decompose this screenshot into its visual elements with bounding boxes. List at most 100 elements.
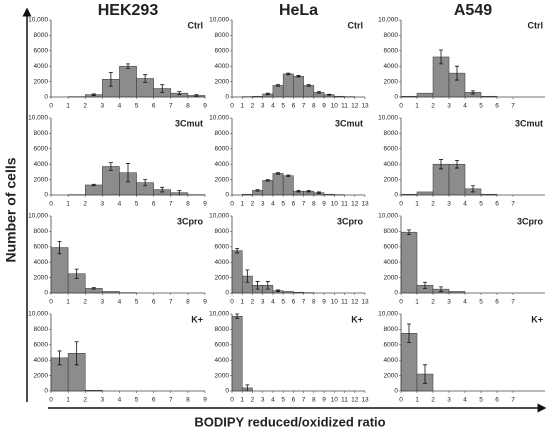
y-tick-label: 8000 xyxy=(215,326,230,333)
x-tick-label: 3 xyxy=(101,397,105,404)
x-tick-label: 5 xyxy=(281,201,285,208)
x-tick-label: 4 xyxy=(118,299,122,306)
x-label: BODIPY reduced/oxidized ratio xyxy=(194,414,385,429)
x-tick-label: 7 xyxy=(302,103,306,110)
y-tick-label: 4000 xyxy=(215,161,230,168)
y-tick-label: 0 xyxy=(225,290,229,297)
x-tick-label: 11 xyxy=(341,299,348,306)
bar xyxy=(272,85,284,98)
y-tick-label: 4000 xyxy=(34,63,49,70)
error-bar xyxy=(143,74,148,83)
x-tick-label: 0 xyxy=(230,201,234,208)
y-tick-label: 0 xyxy=(394,290,398,297)
error-bar xyxy=(316,91,321,94)
y-tick-label: 10,000 xyxy=(209,115,229,122)
x-tick-label: 7 xyxy=(302,299,306,306)
y-tick-label: 10,000 xyxy=(378,17,398,24)
y-tick-label: 6000 xyxy=(384,342,399,349)
error-bar xyxy=(126,163,130,183)
error-bar xyxy=(265,92,270,96)
error-bar xyxy=(235,247,240,254)
x-tick-label: 4 xyxy=(118,397,122,404)
panel-label: K+ xyxy=(351,314,363,324)
x-tick-label: 5 xyxy=(479,103,483,110)
bar xyxy=(448,163,466,196)
y-tick-label: 2000 xyxy=(34,372,49,379)
bar xyxy=(102,166,120,196)
bar xyxy=(50,247,69,294)
x-tick-label: 2 xyxy=(431,201,435,208)
x-tick-label: 6 xyxy=(495,299,499,306)
y-tick-label: 6000 xyxy=(384,244,399,251)
y-tick-label: 8000 xyxy=(384,228,399,235)
x-tick-label: 5 xyxy=(135,201,139,208)
y-tick-label: 6000 xyxy=(34,146,49,153)
y-tick-label: 0 xyxy=(44,388,48,395)
x-tick-label: 5 xyxy=(281,299,285,306)
x-tick-label: 6 xyxy=(152,103,156,110)
y-tick-label: 8000 xyxy=(384,326,399,333)
x-tick-label: 4 xyxy=(271,103,275,110)
x-tick-label: 2 xyxy=(251,103,255,110)
panel-label: 3Cmut xyxy=(335,118,363,128)
x-tick-label: 3 xyxy=(261,103,265,110)
x-tick-label: 5 xyxy=(135,103,139,110)
error-bar xyxy=(316,191,321,194)
y-tick-label: 10,000 xyxy=(209,311,229,318)
x-tick-label: 6 xyxy=(152,397,156,404)
bar xyxy=(272,173,284,196)
x-tick-label: 10 xyxy=(331,103,339,110)
x-tick-label: 10 xyxy=(331,201,339,208)
x-tick-label: 9 xyxy=(203,201,207,208)
y-tick-label: 4000 xyxy=(215,357,230,364)
bar xyxy=(282,175,294,196)
x-tick-label: 1 xyxy=(240,397,244,404)
x-tick-label: 13 xyxy=(361,103,369,110)
x-tick-label: 1 xyxy=(66,201,70,208)
y-tick-label: 8000 xyxy=(384,32,399,39)
y-tick-label: 2000 xyxy=(384,78,399,85)
x-tick-label: 4 xyxy=(271,397,275,404)
y-tick-label: 4000 xyxy=(34,259,49,266)
error-bar xyxy=(255,189,260,192)
error-bar xyxy=(160,186,165,193)
x-tick-label: 8 xyxy=(312,397,316,404)
x-tick-label: 8 xyxy=(186,201,190,208)
error-bar xyxy=(286,174,291,177)
y-tick-label: 0 xyxy=(394,388,398,395)
x-tick-label: 4 xyxy=(271,299,275,306)
error-bar xyxy=(439,49,443,65)
panel-label: 3Cmut xyxy=(175,118,203,128)
panel-label: 3Cmut xyxy=(515,118,543,128)
y-tick-label: 10,000 xyxy=(28,17,48,24)
y-tick-label: 6000 xyxy=(215,342,230,349)
x-tick-label: 9 xyxy=(322,299,326,306)
x-tick-label: 5 xyxy=(135,299,139,306)
bar xyxy=(416,191,434,196)
x-tick-label: 1 xyxy=(415,103,419,110)
panel-label: 3Cpro xyxy=(177,216,204,226)
y-tick-label: 8000 xyxy=(215,32,230,39)
x-tick-label: 2 xyxy=(251,299,255,306)
y-tick-label: 4000 xyxy=(384,161,399,168)
x-tick-label: 11 xyxy=(341,397,348,404)
x-tick-label: 7 xyxy=(169,397,173,404)
x-tick-label: 1 xyxy=(240,103,244,110)
y-tick-label: 6000 xyxy=(215,146,230,153)
column-title: HeLa xyxy=(279,2,318,19)
x-tick-label: 13 xyxy=(361,299,369,306)
x-tick-label: 7 xyxy=(169,299,173,306)
bar xyxy=(303,85,315,98)
error-bar xyxy=(91,287,96,290)
y-tick-label: 0 xyxy=(225,94,229,101)
x-tick-label: 6 xyxy=(495,201,499,208)
x-tick-label: 6 xyxy=(292,397,296,404)
x-tick-label: 3 xyxy=(447,201,451,208)
error-bar xyxy=(276,84,281,87)
error-bar xyxy=(143,179,148,187)
y-tick-label: 6000 xyxy=(34,342,49,349)
x-tick-label: 9 xyxy=(203,299,207,306)
x-tick-label: 12 xyxy=(351,103,359,110)
panel-label: Ctrl xyxy=(528,20,544,30)
x-tick-label: 6 xyxy=(292,103,296,110)
